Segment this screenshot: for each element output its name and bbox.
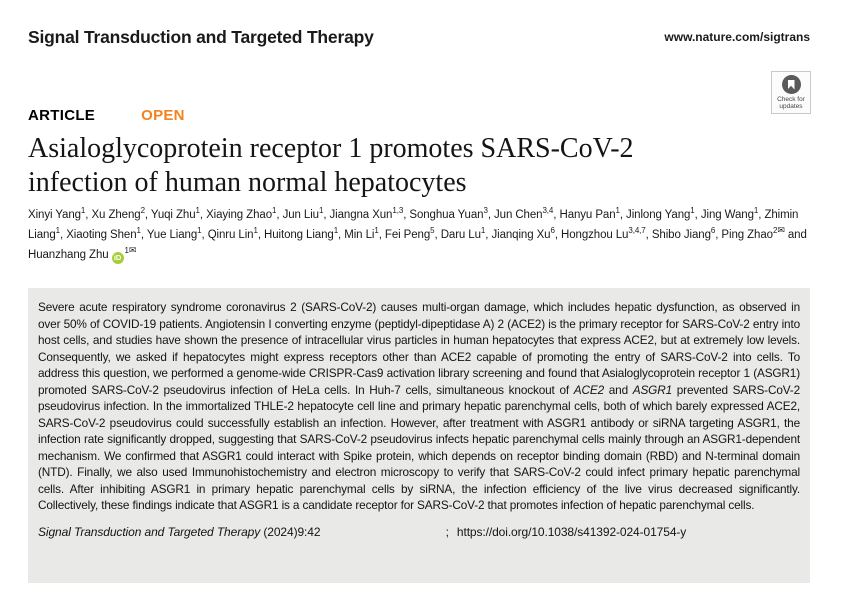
orcid-icon[interactable]: iD: [111, 252, 124, 264]
crossmark-circle-icon: [781, 75, 801, 94]
author-affiliation-superscript: 1: [55, 226, 60, 236]
author-affiliation-superscript: 1: [318, 206, 324, 216]
author-name: Min Li: [344, 229, 375, 241]
author-name: Daru Lu: [440, 229, 481, 241]
journal-url-link[interactable]: www.nature.com/sigtrans: [664, 30, 810, 44]
author-name: Yue Liang: [146, 229, 198, 241]
author-name: Shibo Jiang: [651, 229, 711, 241]
author-name: Xu Zheng: [91, 209, 141, 221]
author-affiliation-superscript: 1: [333, 226, 339, 236]
open-access-label: OPEN: [141, 107, 185, 124]
author-name: Qinru Lin: [207, 229, 254, 241]
author-affiliation-superscript: 1: [272, 206, 277, 216]
citation-journal: Signal Transduction and Targeted Therapy: [38, 524, 261, 539]
author-name: Xiaoting Shen: [66, 229, 137, 241]
citation-right: ; https://doi.org/10.1038/s41392-024-017…: [446, 525, 687, 539]
abstract-box: Severe acute respiratory syndrome corona…: [28, 288, 810, 583]
author-affiliation-superscript: 1: [690, 206, 695, 216]
author-affiliation-superscript: 2: [140, 206, 145, 216]
author-name: Xiaying Zhao: [206, 209, 272, 221]
citation-left: Signal Transduction and Targeted Therapy…: [38, 525, 446, 539]
author-name: Hanyu Pan: [559, 209, 616, 221]
author-affiliation-superscript: 3,4,7: [628, 226, 646, 236]
author-name: Jiangna Xun: [329, 209, 393, 221]
citation-issue: (2024)9:42: [263, 524, 321, 539]
author-name: Jun Liu: [282, 209, 319, 221]
author-affiliation-superscript: 6: [710, 226, 716, 236]
author-affiliation-superscript: 1: [197, 226, 202, 236]
author-name: Fei Peng: [384, 229, 431, 241]
author-affiliation-superscript: 1: [136, 226, 141, 236]
author-name: Zhimin Liang: [28, 209, 799, 241]
author-affiliation-superscript: 1: [615, 206, 620, 216]
journal-name: Signal Transduction and Targeted Therapy: [28, 27, 374, 47]
author-affiliation-superscript: 1: [253, 226, 258, 236]
author-affiliation-superscript: 3: [483, 206, 488, 216]
author-name: Yuqi Zhu: [150, 209, 196, 221]
abstract-segment: and: [603, 382, 633, 397]
article-type-label: ARTICLE: [28, 107, 96, 124]
author-name: Ping Zhao: [721, 229, 773, 241]
article-title: Asialoglycoprotein receptor 1 promotes S…: [28, 132, 634, 200]
abstract-italic-term: ASGR1: [632, 382, 672, 397]
author-name: Huanzhang Zhu: [28, 249, 109, 261]
badge-label-line1: Check for: [777, 96, 805, 103]
author-affiliation-superscript: 1: [480, 226, 486, 236]
author-affiliation-superscript: 1: [195, 206, 200, 216]
author-affiliation-superscript: 5: [430, 226, 435, 236]
title-line-1: Asialoglycoprotein receptor 1 promotes S…: [28, 133, 634, 164]
author-name: Huitong Liang: [264, 229, 334, 241]
citation-row: Signal Transduction and Targeted Therapy…: [38, 525, 800, 539]
abstract-segment: Severe acute respiratory syndrome corona…: [38, 300, 800, 397]
author-name: Jun Chen: [494, 209, 543, 221]
author-name: Jinlong Yang: [626, 209, 691, 221]
article-type-row: ARTICLE OPEN: [28, 107, 185, 124]
author-list: Xinyi Yang1, Xu Zheng2, Yuqi Zhu1, Xiayi…: [28, 206, 807, 264]
author-name: Jianqing Xu: [491, 229, 551, 241]
author-affiliation-superscript: 6: [550, 226, 555, 236]
author-affiliation-superscript: 1: [124, 246, 129, 256]
abstract-segment: prevented SARS-CoV-2 pseudovirus infecti…: [38, 382, 800, 513]
author-name: Xinyi Yang: [28, 209, 81, 221]
citation-doi-link[interactable]: https://doi.org/10.1038/s41392-024-01754…: [456, 524, 687, 539]
author-name: Songhua Yuan: [409, 209, 484, 221]
abstract-text: Severe acute respiratory syndrome corona…: [38, 299, 800, 514]
author-name: Jing Wang: [700, 209, 754, 221]
author-affiliation-superscript: 1,3: [392, 206, 404, 216]
author-affiliation-superscript: 1: [753, 206, 759, 216]
author-affiliation-superscript: 3,4: [542, 206, 554, 216]
abstract-italic-term: ACE2: [573, 382, 604, 397]
email-icon[interactable]: ✉: [128, 245, 137, 256]
journal-header: Signal Transduction and Targeted Therapy…: [28, 27, 810, 48]
title-line-2: infection of human normal hepatocytes: [28, 167, 467, 198]
badge-label-line2: updates: [779, 103, 803, 110]
author-affiliation-superscript: 1: [80, 206, 86, 216]
author-name: Hongzhou Lu: [561, 229, 629, 241]
email-icon[interactable]: ✉: [777, 225, 785, 236]
check-for-updates-badge[interactable]: Check for updates: [771, 71, 811, 114]
bookmark-icon: [787, 79, 795, 90]
badge-label: Check for updates: [777, 96, 805, 110]
author-affiliation-superscript: 2: [772, 226, 778, 236]
author-affiliation-superscript: 1: [374, 226, 379, 236]
citation-separator: ;: [445, 524, 449, 539]
